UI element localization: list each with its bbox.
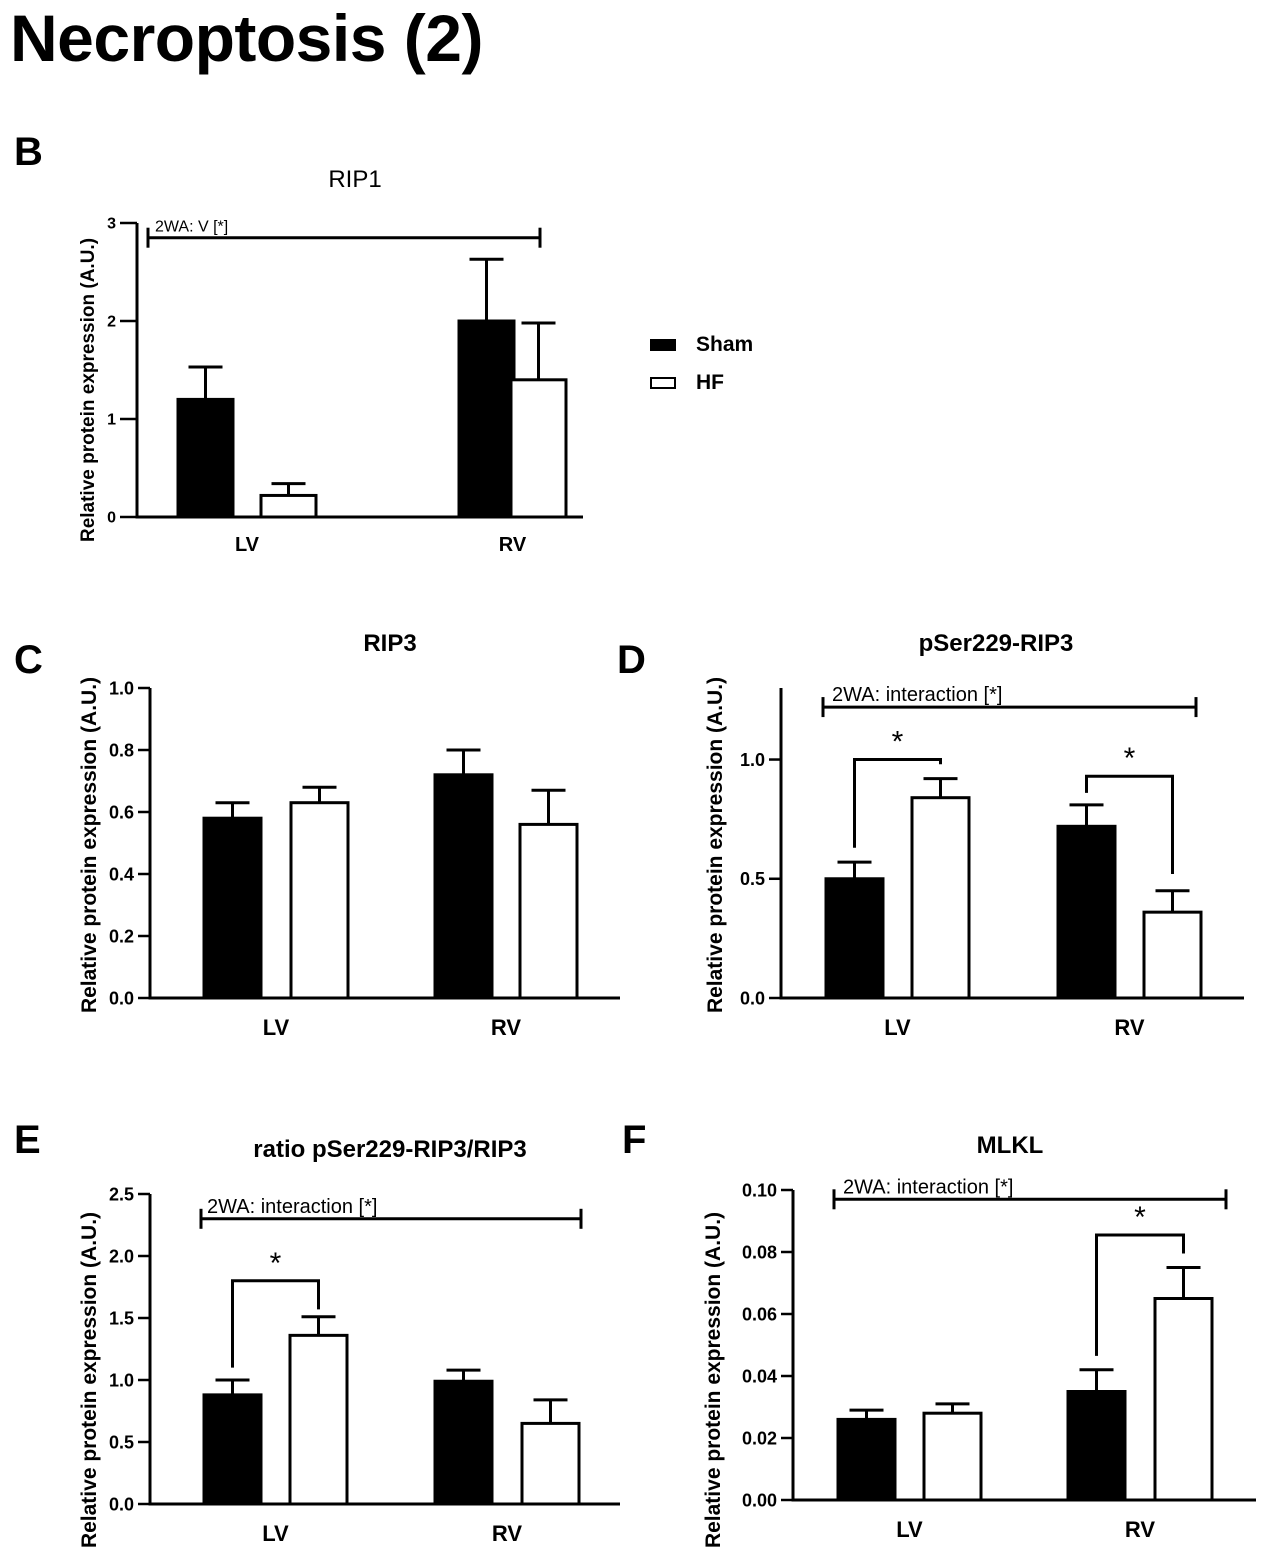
legend-item-sham: Sham <box>650 326 753 364</box>
y-tick-label: 0.0 <box>740 988 765 1008</box>
x-tick-label: LV <box>896 1517 923 1542</box>
x-tick-label: LV <box>263 1015 290 1040</box>
legend: Sham HF <box>650 326 753 402</box>
x-tick-label: LV <box>884 1015 911 1040</box>
bar-hf-lv <box>289 801 350 1000</box>
x-tick-label: RV <box>1114 1015 1144 1040</box>
y-tick-label: 2 <box>107 314 116 331</box>
y-tick-label: 0.00 <box>742 1490 777 1510</box>
page-title: Necroptosis (2) <box>10 1 483 75</box>
x-tick-label: RV <box>499 534 527 556</box>
bar-sham-lv <box>836 1417 897 1502</box>
y-axis-label: Relative protein expression (A.U.) <box>78 1212 101 1548</box>
y-axis-label: Relative protein expression (A.U.) <box>704 677 727 1013</box>
chart-title: ratio pSer229-RIP3/RIP3 <box>253 1136 526 1163</box>
y-tick-label: 0.10 <box>742 1180 777 1200</box>
y-tick-label: 0.0 <box>109 1494 134 1514</box>
panel-letter-d: D <box>617 638 646 682</box>
chart-title: pSer229-RIP3 <box>919 630 1074 657</box>
y-tick-label: 0.5 <box>740 869 765 889</box>
x-tick-label: RV <box>492 1521 522 1546</box>
y-axis-label: Relative protein expression (A.U.) <box>78 238 99 542</box>
y-tick-label: 0.04 <box>742 1366 777 1386</box>
significance-star: * <box>892 726 904 759</box>
legend-label-hf: HF <box>696 371 724 394</box>
x-tick-label: LV <box>262 1521 289 1546</box>
y-tick-label: 0.6 <box>109 802 134 822</box>
significance-bracket <box>1085 774 1174 874</box>
y-tick-label: 1.0 <box>740 750 765 770</box>
bar-sham-rv <box>457 319 516 519</box>
chart-title: MLKL <box>977 1132 1044 1159</box>
bar-hf-rv <box>520 1421 581 1506</box>
bar-hf-rv <box>1153 1297 1214 1502</box>
x-tick-label: LV <box>235 534 260 556</box>
y-tick-label: 0.8 <box>109 740 134 760</box>
bar-hf-lv <box>910 796 971 1000</box>
bar-sham-rv <box>433 1379 494 1506</box>
bar-sham-rv <box>1056 824 1117 1000</box>
x-tick-label: RV <box>491 1015 521 1040</box>
significance-bracket <box>1095 1233 1185 1356</box>
bar-sham-lv <box>176 397 235 519</box>
y-tick-label: 1.0 <box>109 1370 134 1390</box>
y-tick-label: 2.5 <box>109 1184 134 1204</box>
chart-title: RIP1 <box>328 166 381 193</box>
significance-star: * <box>1124 742 1136 775</box>
legend-label-sham: Sham <box>696 333 754 356</box>
y-tick-label: 1.0 <box>109 678 134 698</box>
y-tick-label: 0.06 <box>742 1304 777 1324</box>
y-axis-label: Relative protein expression (A.U.) <box>702 1212 725 1548</box>
panel-letter-e: E <box>14 1118 41 1162</box>
annotation-text: 2WA: interaction [*] <box>207 1196 377 1218</box>
annotation-text: 2WA: interaction [*] <box>832 684 1002 706</box>
panel-letter-c: C <box>14 638 43 682</box>
y-axis-label: Relative protein expression (A.U.) <box>78 677 101 1013</box>
y-tick-label: 0.2 <box>109 926 134 946</box>
annotation-text: 2WA: interaction [*] <box>843 1176 1013 1198</box>
y-tick-label: 0 <box>107 510 116 527</box>
y-tick-label: 3 <box>107 216 116 233</box>
legend-item-hf: HF <box>650 364 753 402</box>
panel-letter-b: B <box>14 130 43 174</box>
y-tick-label: 2.0 <box>109 1246 134 1266</box>
legend-swatch-sham <box>650 339 676 351</box>
y-tick-label: 0.4 <box>109 864 134 884</box>
x-tick-label: RV <box>1125 1517 1155 1542</box>
chart-title: RIP3 <box>363 630 416 657</box>
bar-sham-rv <box>1066 1390 1127 1502</box>
bar-hf-rv <box>1142 910 1203 1000</box>
bar-hf-rv <box>509 378 568 519</box>
bar-sham-lv <box>824 877 885 1000</box>
significance-bracket <box>231 1279 320 1368</box>
y-tick-label: 1 <box>107 412 116 429</box>
bar-sham-lv <box>202 816 263 1000</box>
y-tick-label: 0.02 <box>742 1428 777 1448</box>
panel-letter-f: F <box>622 1118 647 1162</box>
y-tick-label: 0.0 <box>109 988 134 1008</box>
legend-swatch-hf <box>650 377 676 389</box>
y-tick-label: 1.5 <box>109 1308 134 1328</box>
y-tick-label: 0.5 <box>109 1432 134 1452</box>
bar-hf-lv <box>922 1411 983 1502</box>
bar-sham-rv <box>433 773 494 1000</box>
bar-hf-lv <box>259 493 318 519</box>
significance-bracket <box>853 758 942 848</box>
annotation-text: 2WA: V [*] <box>155 219 228 236</box>
significance-star: * <box>1134 1201 1146 1234</box>
bar-hf-lv <box>288 1333 349 1506</box>
bar-sham-lv <box>202 1393 263 1506</box>
bar-hf-rv <box>518 822 579 1000</box>
y-tick-label: 0.08 <box>742 1242 777 1262</box>
significance-star: * <box>270 1247 282 1280</box>
